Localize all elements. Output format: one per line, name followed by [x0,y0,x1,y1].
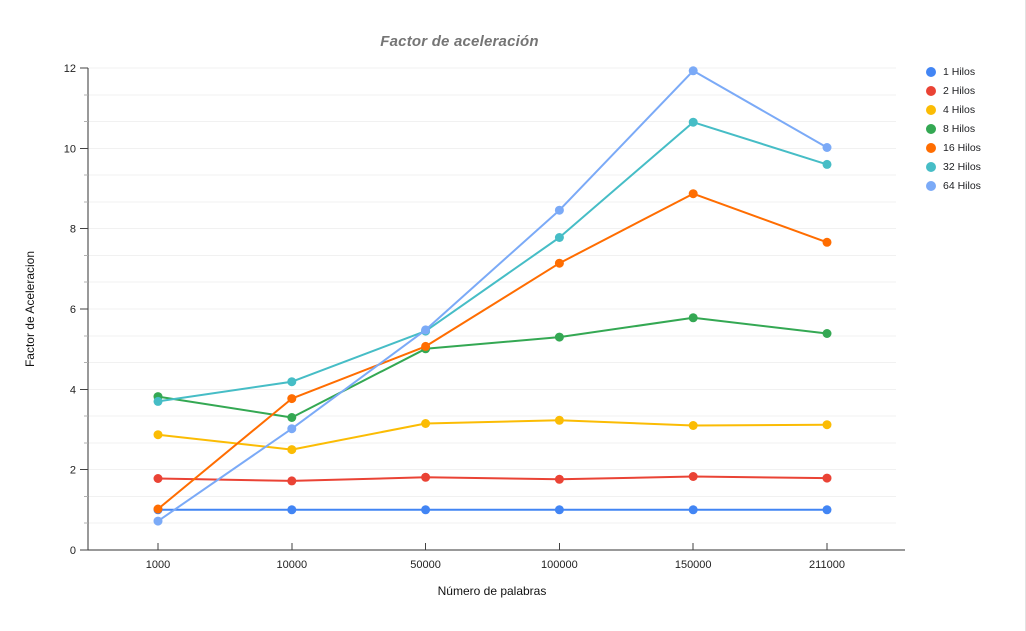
data-point-4-hilos[interactable] [153,430,163,440]
legend-swatch-icon [926,180,936,191]
data-point-2-hilos[interactable] [554,474,564,484]
legend-label: 4 Hilos [943,103,976,116]
data-point-8-hilos[interactable] [688,313,698,323]
data-point-16-hilos[interactable] [287,394,297,404]
data-point-8-hilos[interactable] [554,332,564,342]
legend-label: 16 Hilos [943,141,981,154]
data-point-32-hilos[interactable] [153,396,163,406]
data-point-2-hilos[interactable] [822,473,832,483]
data-point-64-hilos[interactable] [554,205,564,215]
legend-swatch-icon [926,104,936,115]
data-point-32-hilos[interactable] [822,159,832,169]
series-line-4-hilos [157,419,828,451]
y-tick-label: 12 [64,63,76,75]
data-point-16-hilos[interactable] [688,189,698,199]
x-tick-label: 10000 [277,559,308,571]
series-line-16-hilos [157,192,828,510]
x-axis-title: Número de palabras [437,584,547,598]
legend-swatch-icon [926,161,936,172]
legend-item-1-hilos[interactable]: 1 Hilos [926,62,981,81]
data-point-16-hilos[interactable] [822,237,832,247]
x-tick-label: 211000 [809,559,845,571]
series-line-8-hilos [157,316,828,419]
legend-label: 64 Hilos [943,179,981,192]
series-line-64-hilos [157,69,828,523]
legend-label: 2 Hilos [943,84,976,97]
x-tick-label: 1000 [146,559,170,571]
legend-label: 32 Hilos [943,160,981,173]
legend-swatch-icon [926,66,936,77]
data-point-2-hilos[interactable] [688,472,698,481]
y-tick-label: 10 [64,143,76,155]
data-point-16-hilos[interactable] [554,258,564,268]
y-tick-label: 2 [70,465,76,477]
data-point-4-hilos[interactable] [688,421,698,430]
data-point-64-hilos[interactable] [421,325,431,335]
legend-swatch-icon [926,142,936,153]
data-point-1-hilos[interactable] [822,505,832,515]
legend-item-64-hilos[interactable]: 64 Hilos [926,176,981,195]
data-point-8-hilos[interactable] [287,413,297,422]
y-tick-label: 8 [70,224,76,236]
data-point-64-hilos[interactable] [688,66,698,76]
series-line-2-hilos [157,475,828,482]
data-point-1-hilos[interactable] [554,505,564,515]
legend-swatch-icon [926,123,936,134]
series-line-32-hilos [157,121,828,403]
data-point-2-hilos[interactable] [153,474,163,483]
data-point-8-hilos[interactable] [822,329,832,338]
y-tick-label: 4 [70,384,76,396]
data-point-32-hilos[interactable] [554,233,564,242]
legend-item-16-hilos[interactable]: 16 Hilos [926,138,981,157]
x-tick-label: 100000 [541,559,578,571]
legend-item-2-hilos[interactable]: 2 Hilos [926,81,981,100]
data-point-1-hilos[interactable] [287,505,297,515]
y-tick-label: 6 [70,304,76,316]
legend-item-8-hilos[interactable]: 8 Hilos [926,119,981,138]
data-point-16-hilos[interactable] [153,504,163,514]
data-point-64-hilos[interactable] [287,424,297,434]
data-point-32-hilos[interactable] [287,377,297,387]
legend-item-32-hilos[interactable]: 32 Hilos [926,157,981,176]
legend: 1 Hilos 2 Hilos 4 Hilos 8 Hilos 16 Hilos 32 H… [926,62,981,195]
data-point-2-hilos[interactable] [287,476,297,486]
data-point-64-hilos[interactable] [822,143,832,152]
chart-title: Factor de aceleración [380,33,539,50]
data-point-4-hilos[interactable] [421,419,431,428]
data-point-64-hilos[interactable] [153,516,163,526]
data-point-4-hilos[interactable] [822,420,832,430]
legend-label: 1 Hilos [943,65,976,78]
data-point-2-hilos[interactable] [421,472,431,482]
legend-swatch-icon [926,85,936,96]
y-tick-label: 0 [70,545,76,557]
data-point-1-hilos[interactable] [688,505,698,515]
data-point-4-hilos[interactable] [554,415,564,425]
legend-item-4-hilos[interactable]: 4 Hilos [926,100,981,119]
data-point-4-hilos[interactable] [287,445,297,455]
legend-label: 8 Hilos [943,122,976,135]
x-tick-label: 50000 [410,559,441,571]
data-point-1-hilos[interactable] [421,505,431,515]
x-tick-label: 150000 [675,559,712,571]
data-point-32-hilos[interactable] [688,117,698,127]
data-point-16-hilos[interactable] [421,341,431,351]
